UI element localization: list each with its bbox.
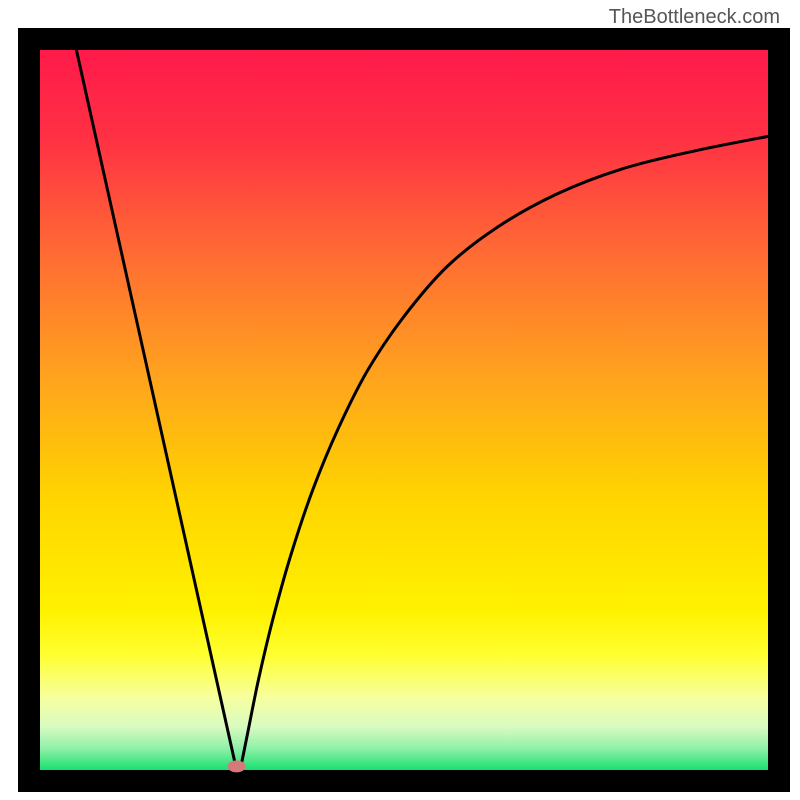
minimum-marker — [228, 760, 246, 772]
right-rise-curve — [240, 136, 768, 770]
curves-layer — [0, 0, 800, 800]
left-descent-line — [76, 50, 236, 770]
attribution-text: TheBottleneck.com — [609, 6, 780, 29]
chart-container: TheBottleneck.com — [0, 0, 800, 800]
